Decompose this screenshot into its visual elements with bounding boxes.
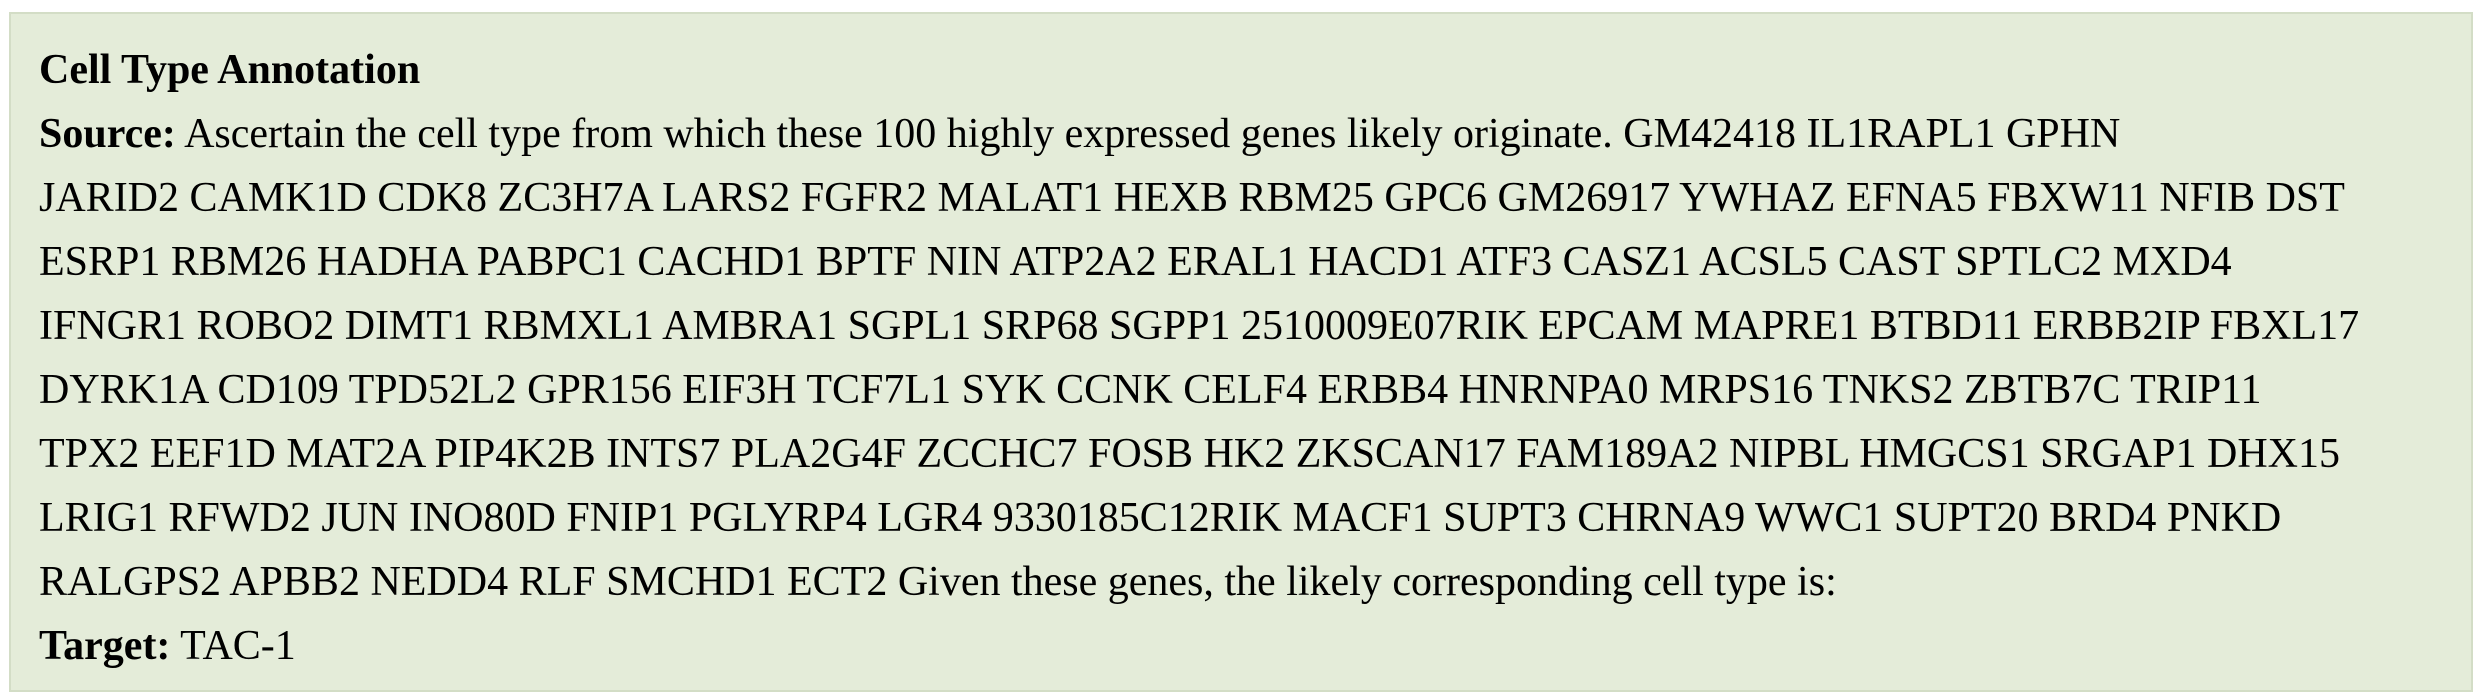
target-line: Target: TAC-1: [39, 614, 2443, 678]
target-value: TAC-1: [180, 623, 296, 669]
annotation-card: Cell Type Annotation Source: Ascertain t…: [9, 12, 2473, 692]
source-text: Ascertain the cell type from which these…: [184, 111, 2121, 157]
source-label: Source:: [39, 111, 176, 157]
source-line-5: DYRK1A CD109 TPD52L2 GPR156 EIF3H TCF7L1…: [39, 367, 2262, 413]
source-line-1: Source: Ascertain the cell type from whi…: [39, 102, 2443, 166]
target-label: Target:: [39, 623, 171, 669]
source-line-6: TPX2 EEF1D MAT2A PIP4K2B INTS7 PLA2G4F Z…: [39, 431, 2341, 477]
source-line-4: IFNGR1 ROBO2 DIMT1 RBMXL1 AMBRA1 SGPL1 S…: [39, 303, 2360, 349]
source-line-2: JARID2 CAMK1D CDK8 ZC3H7A LARS2 FGFR2 MA…: [39, 175, 2345, 221]
source-line-8: RALGPS2 APBB2 NEDD4 RLF SMCHD1 ECT2 Give…: [39, 559, 1837, 605]
source-line-3: ESRP1 RBM26 HADHA PABPC1 CACHD1 BPTF NIN…: [39, 239, 2232, 285]
source-line-7: LRIG1 RFWD2 JUN INO80D FNIP1 PGLYRP4 LGR…: [39, 495, 2282, 541]
card-title: Cell Type Annotation: [39, 47, 421, 93]
